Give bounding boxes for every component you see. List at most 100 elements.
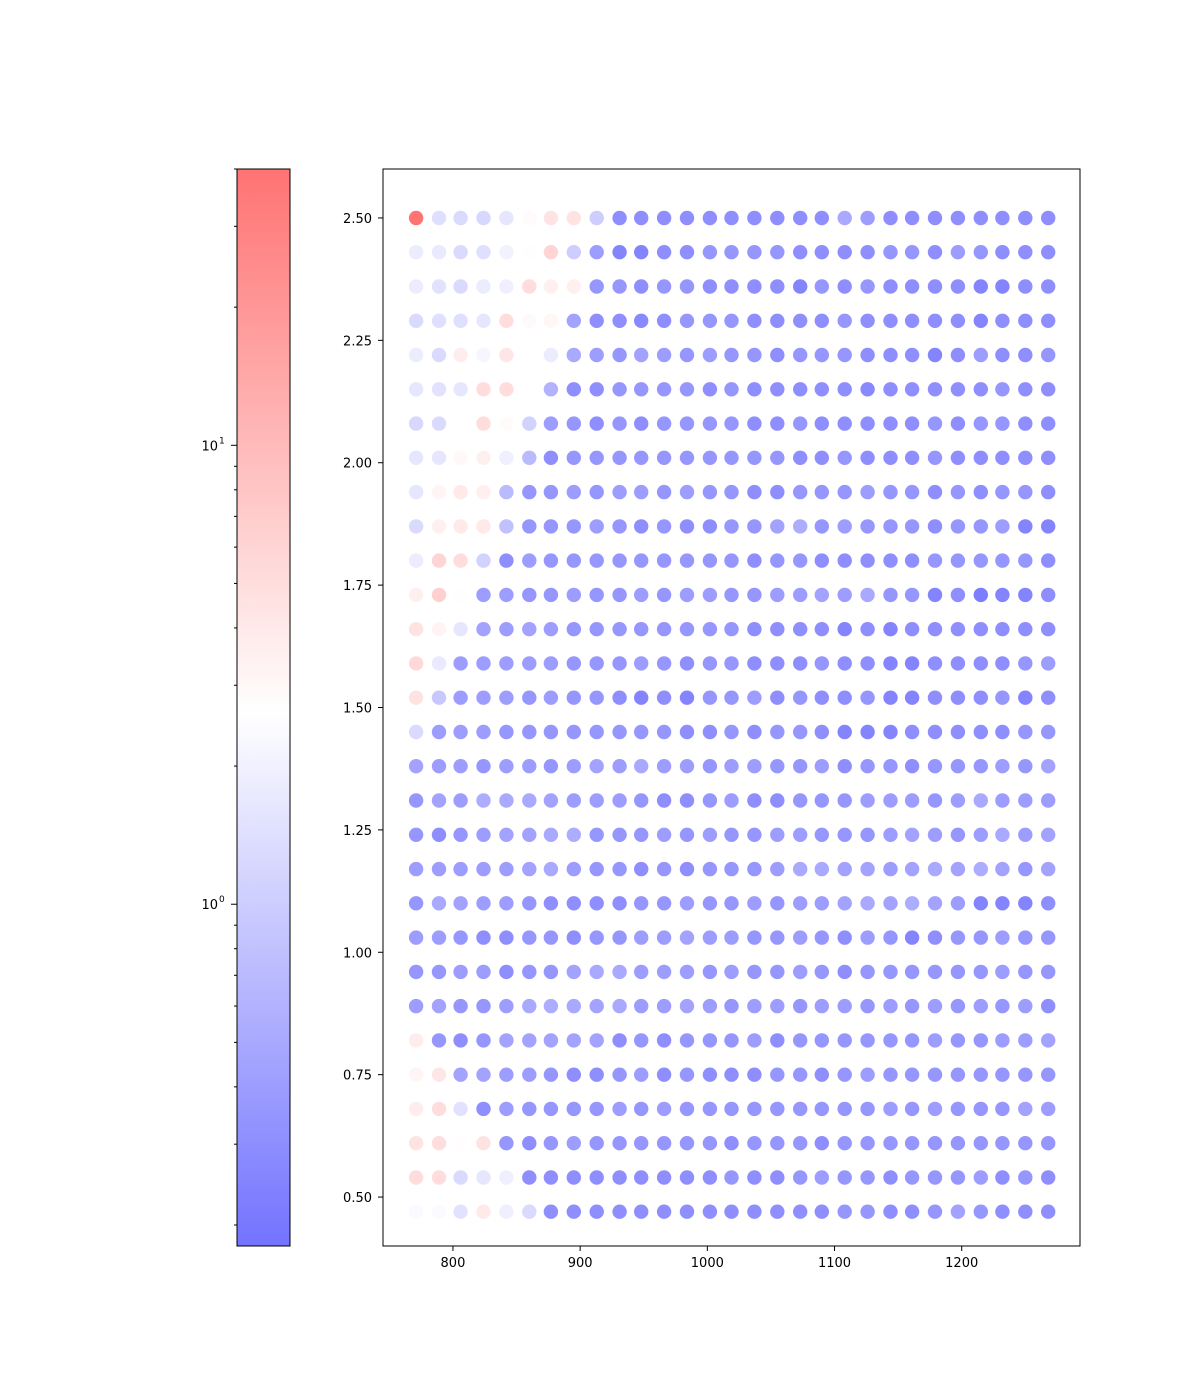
scatter-point xyxy=(702,998,718,1014)
scatter-point xyxy=(883,450,898,465)
scatter-point xyxy=(793,964,808,980)
scatter-point xyxy=(837,416,852,431)
scatter-point xyxy=(679,930,695,945)
scatter-point xyxy=(883,1136,898,1151)
scatter-point xyxy=(860,553,875,568)
scatter-point xyxy=(904,245,920,260)
scatter-point xyxy=(476,827,491,842)
scatter-point xyxy=(927,1067,943,1082)
scatter-point xyxy=(793,793,808,808)
scatter-point xyxy=(1018,450,1033,465)
scatter-point xyxy=(634,210,649,226)
scatter-point xyxy=(1041,416,1056,431)
scatter-point xyxy=(589,827,604,842)
scatter-point xyxy=(927,656,943,671)
scatter-point xyxy=(589,519,604,534)
scatter-point xyxy=(566,1136,581,1151)
scatter-point xyxy=(927,1101,943,1117)
scatter-point xyxy=(702,896,718,911)
scatter-point xyxy=(995,382,1010,397)
scatter-point xyxy=(927,861,943,877)
scatter-point xyxy=(408,1136,424,1151)
scatter-point xyxy=(995,930,1010,945)
scatter-point xyxy=(499,622,514,637)
scatter-point xyxy=(1018,896,1033,911)
scatter-point xyxy=(927,210,943,226)
scatter-point xyxy=(1041,896,1056,911)
scatter-point xyxy=(431,1033,447,1048)
scatter-point xyxy=(543,245,559,260)
scatter-point xyxy=(634,690,649,705)
scatter-point xyxy=(860,382,875,397)
scatter-point xyxy=(634,587,649,603)
scatter-point xyxy=(656,1136,672,1151)
scatter-point xyxy=(453,724,468,740)
scatter-point xyxy=(724,210,739,226)
scatter-point xyxy=(522,382,537,397)
scatter-point xyxy=(543,484,559,500)
scatter-point xyxy=(476,416,491,431)
scatter-point xyxy=(973,998,988,1014)
scatter-point xyxy=(522,416,537,431)
colorbar-tick-exponent: 0 xyxy=(219,895,225,905)
scatter-point xyxy=(995,1136,1010,1151)
scatter-point xyxy=(904,622,920,637)
scatter-point xyxy=(927,347,943,363)
scatter-point xyxy=(408,553,424,568)
scatter-point xyxy=(724,1033,739,1048)
scatter-point xyxy=(522,1067,537,1082)
scatter-point xyxy=(973,347,988,363)
scatter-point xyxy=(793,553,808,568)
scatter-point xyxy=(1018,553,1033,568)
scatter-point xyxy=(522,553,537,568)
scatter-point xyxy=(408,450,424,465)
scatter-point xyxy=(634,279,649,294)
scatter-point xyxy=(995,245,1010,260)
scatter-point xyxy=(679,553,695,568)
scatter-point xyxy=(1041,1204,1056,1219)
scatter-point xyxy=(904,690,920,705)
scatter-point xyxy=(837,519,852,534)
scatter-point xyxy=(995,964,1010,980)
scatter-point xyxy=(724,793,739,808)
scatter-point xyxy=(476,998,491,1014)
scatter-point xyxy=(453,279,468,294)
scatter-point xyxy=(612,827,627,842)
scatter-point xyxy=(973,930,988,945)
x-axis: 800 900 1000 1100 1200 xyxy=(441,1246,978,1271)
scatter-point xyxy=(522,827,537,842)
scatter-point xyxy=(431,1101,447,1117)
scatter-point xyxy=(702,656,718,671)
scatter-point xyxy=(950,519,966,534)
scatter-point xyxy=(950,622,966,637)
scatter-point xyxy=(702,587,718,603)
scatter-point xyxy=(724,279,739,294)
scatter-point xyxy=(995,998,1010,1014)
scatter-point xyxy=(679,690,695,705)
scatter-point xyxy=(860,313,875,328)
scatter-point xyxy=(1018,1101,1033,1117)
scatter-point xyxy=(1018,416,1033,431)
scatter-point xyxy=(793,656,808,671)
scatter-point xyxy=(860,210,875,226)
scatter-point xyxy=(770,896,785,911)
scatter-point xyxy=(724,896,739,911)
scatter-point xyxy=(566,1204,581,1219)
scatter-point xyxy=(860,896,875,911)
colorbar-tick-exponent: 1 xyxy=(219,436,225,446)
scatter-point xyxy=(431,245,447,260)
scatter-point xyxy=(1018,279,1033,294)
scatter-point xyxy=(453,484,468,500)
scatter-point xyxy=(656,1204,672,1219)
scatter-point xyxy=(566,313,581,328)
scatter-point xyxy=(770,450,785,465)
scatter-point xyxy=(1018,656,1033,671)
scatter-point xyxy=(566,1033,581,1048)
scatter-point xyxy=(566,382,581,397)
scatter-point xyxy=(860,519,875,534)
scatter-point xyxy=(453,1204,468,1219)
scatter-point xyxy=(1018,210,1033,226)
scatter-point xyxy=(566,347,581,363)
scatter-point xyxy=(904,279,920,294)
scatter-point xyxy=(927,484,943,500)
